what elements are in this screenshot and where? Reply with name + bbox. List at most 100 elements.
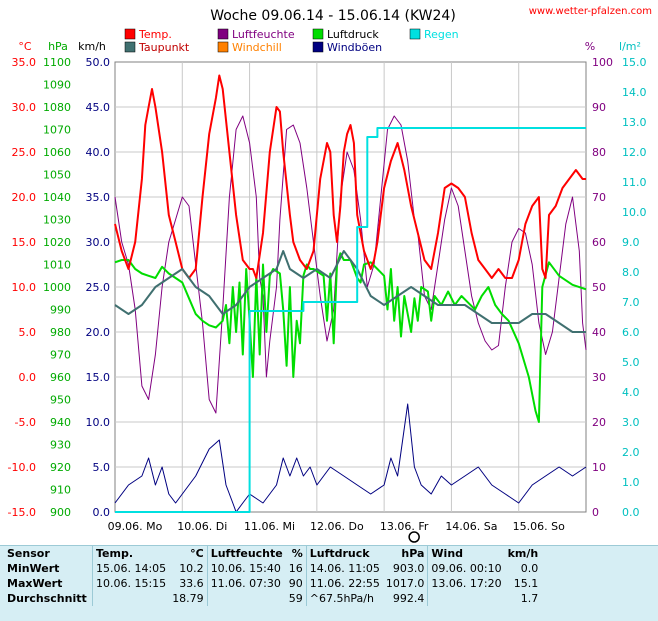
pressure-tick-label: 1050 [43,169,71,182]
humidity-tick-label: 0 [592,506,599,519]
stats-header-wind: Wind [427,546,505,561]
legend-label: Regen [424,28,459,41]
rain-tick-label: 12.0 [622,146,647,159]
legend-label: Windchill [232,41,282,54]
stats-header-press-unit: hPa [401,547,425,560]
pressure-tick-label: 930 [50,439,71,452]
legend-swatch [217,28,229,40]
rain-unit-label: l/m² [619,40,641,53]
series-line-luftdruck [114,252,587,423]
pressure-tick-label: 980 [50,326,71,339]
temp-tick-label: 25.0 [12,146,37,159]
stats-temp-value: 10.2 [179,562,204,575]
temp-tick-label: 15.0 [12,236,37,249]
humidity-tick-label: 30 [592,371,606,384]
pressure-tick-label: 910 [50,484,71,497]
pressure-tick-label: 920 [50,461,71,474]
pressure-tick-label: 1100 [43,56,71,69]
stats-table: Sensor Temp. °C Luftfeuchte % Luftdruck … [4,546,541,606]
pressure-tick-label: 1000 [43,281,71,294]
legend-swatch [124,41,136,53]
legend-swatch [409,28,421,40]
pressure-tick-label: 990 [50,304,71,317]
temp-tick-label: 5.0 [19,326,37,339]
stats-temp-value: 33.6 [179,577,204,590]
wind-tick-label: 30.0 [86,236,111,249]
pressure-unit-label: hPa [48,40,68,53]
stats-temp-time: 15.06. 14:05 [92,561,170,576]
rain-tick-label: 10.0 [622,206,647,219]
humidity-tick-label: 100 [592,56,613,69]
pressure-tick-label: 1080 [43,101,71,114]
stats-wind-value: 15.1 [513,577,539,590]
rain-tick-label: 4.0 [622,386,640,399]
stats-hum-time [206,591,286,606]
wind-tick-label: 5.0 [93,461,111,474]
legend-swatch [312,41,324,53]
wind-tick-label: 50.0 [86,56,111,69]
rain-tick-label: 9.0 [622,236,640,249]
legend-label: Luftfeuchte [232,28,295,41]
stats-row-avg: Durchschnitt 18.79 59 ^67.5hPa/h 992.4 1… [4,591,541,606]
x-tick-label: 12.06. Do [310,520,364,533]
legend-label: Taupunkt [138,41,190,54]
rain-tick-label: 13.0 [622,116,647,129]
marker-circle [408,531,420,543]
x-tick-label: 15.06. So [513,520,565,533]
x-tick-label: 11.06. Mi [244,520,295,533]
rain-tick-label: 0.0 [622,506,640,519]
stats-wind-time: 13.06. 17:20 [427,576,505,591]
stats-row-label: Durchschnitt [7,592,87,605]
x-tick-label: 10.06. Di [177,520,227,533]
stats-hum-value: 90 [288,577,303,590]
rain-tick-label: 7.0 [622,296,640,309]
legend-swatch [217,41,229,53]
legend-swatch [124,28,136,40]
stats-header-hum-unit: % [291,547,303,560]
humidity-tick-label: 20 [592,416,606,429]
stats-hum-time: 11.06. 07:30 [206,576,286,591]
x-tick-label: 13.06. Fr [380,520,429,533]
temp-tick-label: 0.0 [19,371,37,384]
stats-press-value: 1017.0 [385,577,425,590]
wind-unit-label: km/h [78,40,106,53]
humidity-unit-label: % [585,40,595,53]
stats-header-press: Luftdruck [305,546,383,561]
legend-label: Windböen [327,41,382,54]
stats-hum-time: 10.06. 15:40 [206,561,286,576]
pressure-tick-label: 940 [50,416,71,429]
pressure-tick-label: 1060 [43,146,71,159]
stats-row-label: MinWert [7,562,60,575]
humidity-tick-label: 90 [592,101,606,114]
stats-press-time: 11.06. 22:55 [305,576,383,591]
legend-swatch [312,28,324,40]
series-line-regen [115,127,586,513]
wind-tick-label: 35.0 [86,191,111,204]
stats-wind-value: 1.7 [520,592,539,605]
wind-tick-label: 0.0 [93,506,111,519]
stats-header-temp-unit: °C [190,547,204,560]
stats-wind-time [427,591,505,606]
pressure-tick-label: 950 [50,394,71,407]
temp-tick-label: 10.0 [12,281,37,294]
rain-tick-label: 8.0 [622,266,640,279]
wind-tick-label: 10.0 [86,416,111,429]
stats-wind-value: 0.0 [520,562,539,575]
wind-tick-label: 20.0 [86,326,111,339]
humidity-tick-label: 50 [592,281,606,294]
pressure-tick-label: 900 [50,506,71,519]
source-label: www.wetter-pfalzen.com [529,6,652,17]
temp-tick-label: -5.0 [15,416,36,429]
stats-hum-value: 59 [288,592,303,605]
humidity-tick-label: 40 [592,326,606,339]
humidity-tick-label: 80 [592,146,606,159]
stats-press-time: 14.06. 11:05 [305,561,383,576]
humidity-tick-label: 60 [592,236,606,249]
rain-tick-label: 15.0 [622,56,647,69]
humidity-tick-label: 70 [592,191,606,204]
stats-panel: Sensor Temp. °C Luftfeuchte % Luftdruck … [0,545,658,621]
rain-tick-label: 14.0 [622,86,647,99]
series-line-windben [114,403,587,513]
stats-header-row: Sensor Temp. °C Luftfeuchte % Luftdruck … [4,546,541,561]
stats-temp-time [92,591,170,606]
